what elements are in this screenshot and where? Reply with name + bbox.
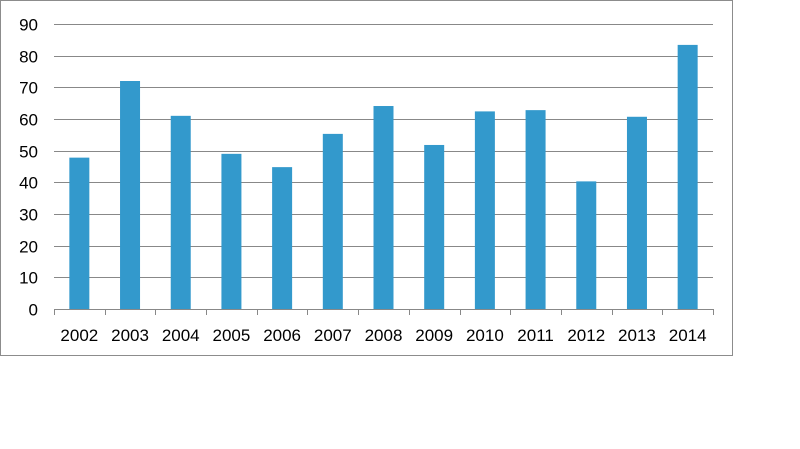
x-axis-tick-labels: 2002 2003 2004 2005 2006 2007 2008 2009 2010 2011…: [60, 326, 706, 345]
bar: [626, 116, 647, 310]
y-tick-label: 50: [19, 143, 38, 162]
bar: [576, 181, 597, 309]
y-tick-label: 70: [19, 79, 38, 98]
x-tick-label: 2006: [263, 326, 301, 345]
bar: [69, 157, 90, 309]
x-tick-label: 2008: [365, 326, 403, 345]
bar: [677, 44, 698, 310]
bar: [272, 167, 293, 309]
x-tick-label: 2003: [111, 326, 149, 345]
x-tick-label: 2007: [314, 326, 352, 345]
bar-chart: 0 10 20 30 40 50 60 70 80 90 2002 2003 2004 2005 2006…: [19, 16, 714, 345]
bar: [474, 111, 495, 310]
bar: [221, 153, 242, 309]
chart-frame: 0 10 20 30 40 50 60 70 80 90 2002 2003 2004 2005 2006…: [0, 0, 733, 356]
y-tick-label: 80: [19, 48, 38, 67]
y-tick-label: 0: [29, 301, 38, 320]
x-tick-label: 2014: [669, 326, 707, 345]
y-tick-label: 90: [19, 16, 38, 35]
y-tick-label: 20: [19, 238, 38, 257]
x-tick-label: 2011: [517, 326, 554, 345]
x-tick-label: 2010: [466, 326, 504, 345]
bar: [120, 81, 141, 309]
x-tick-label: 2002: [60, 326, 98, 345]
bar: [424, 144, 445, 309]
x-tick-label: 2012: [567, 326, 605, 345]
bar: [170, 115, 191, 309]
y-tick-label: 60: [19, 111, 38, 130]
y-tick-label: 40: [19, 174, 38, 193]
y-tick-label: 10: [19, 269, 38, 288]
bar: [322, 133, 343, 309]
x-tick-label: 2013: [618, 326, 656, 345]
axes: [54, 309, 714, 315]
x-tick-label: 2009: [415, 326, 453, 345]
y-tick-label: 30: [19, 206, 38, 225]
x-tick-label: 2005: [213, 326, 251, 345]
bar: [525, 110, 546, 309]
bar: [373, 106, 394, 310]
y-axis-tick-labels: 0 10 20 30 40 50 60 70 80 90: [19, 16, 38, 320]
bars: [69, 44, 698, 310]
x-tick-label: 2004: [162, 326, 200, 345]
